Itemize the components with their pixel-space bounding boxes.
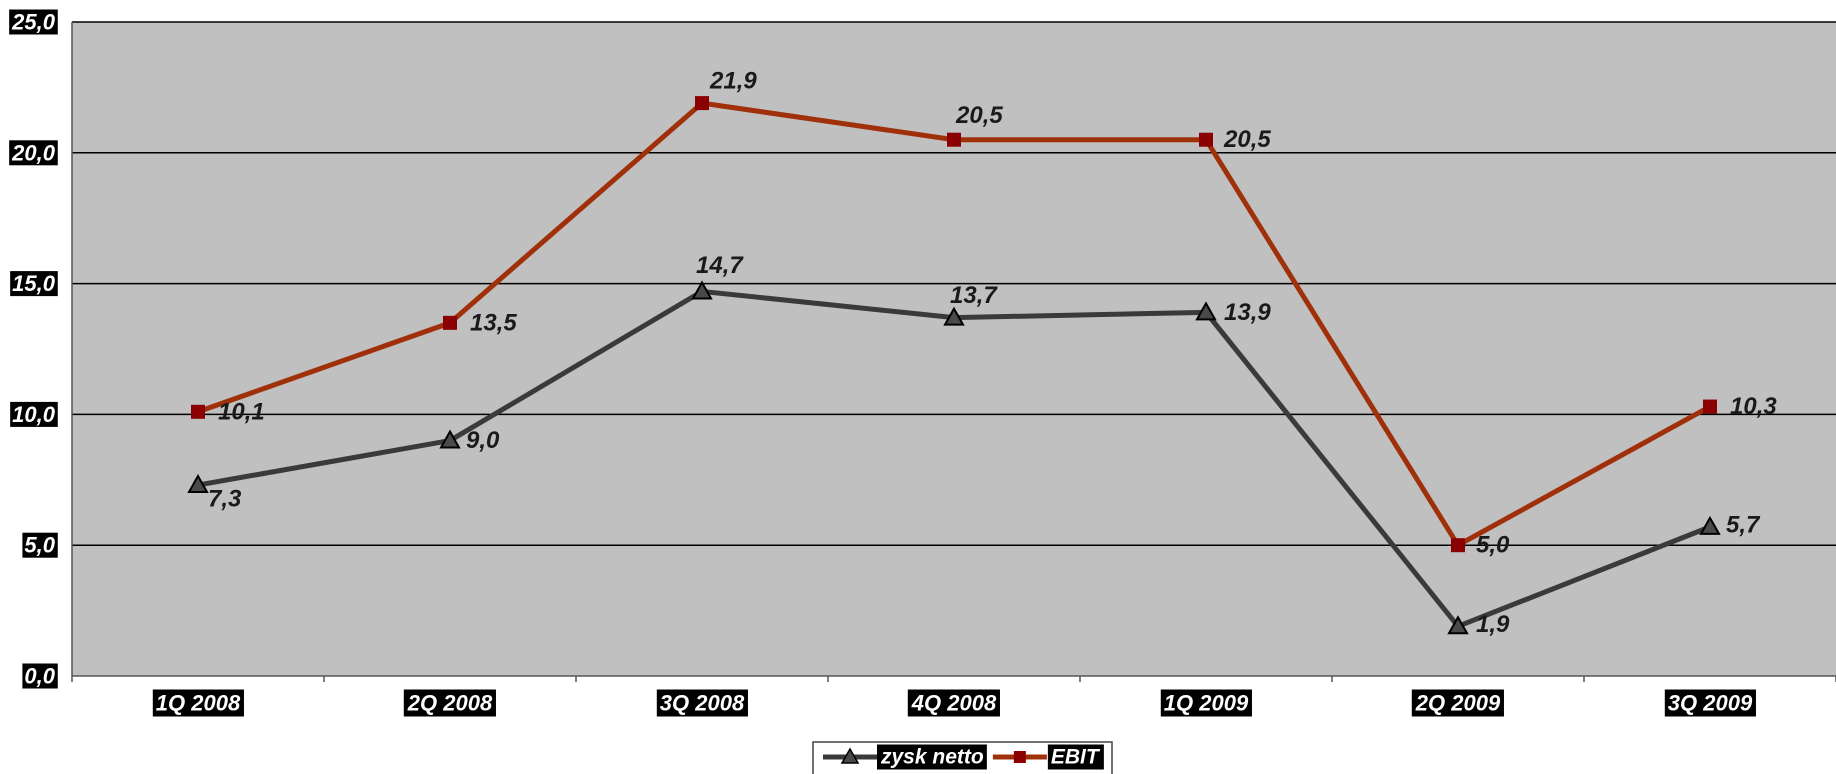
data-point [443,315,457,330]
x-tick-label-bg [656,689,748,717]
y-tick-label: 15,0 [12,271,56,296]
y-tick-label-group: 25,0 [9,9,58,35]
x-tick-label: 2Q 2008 [407,691,493,716]
y-tick-label: 25,0 [11,10,56,35]
y-tick-label-bg [9,9,58,35]
data-point [1703,399,1717,414]
data-label: 13,9 [1224,299,1271,326]
y-tick-label: 5,0 [24,533,55,558]
data-point [191,404,205,419]
x-tick-label-group: 1Q 2009 [1160,689,1252,717]
data-label: 21,9 [709,68,757,95]
legend-marker [840,747,860,764]
x-tick-label: 3Q 2009 [1668,691,1753,716]
data-point [1199,132,1213,147]
x-tick-label-group: 1Q 2008 [152,689,244,717]
data-label: 5,0 [1476,532,1510,559]
data-point [943,306,965,326]
data-point [1699,515,1721,535]
x-tick-label-bg [1160,689,1252,717]
x-tick-label-bg [1664,689,1756,717]
y-tick-label: 20,0 [11,140,56,165]
y-tick-label-bg [10,271,58,297]
data-label: 10,1 [218,398,265,425]
data-label: 10,3 [1730,393,1777,420]
data-label: 7,3 [208,486,242,513]
legend-label-group: zysk netto [877,744,987,770]
legend-label-bg [1047,744,1104,770]
y-tick-label-bg [22,663,58,689]
y-tick-label-bg [10,401,58,427]
x-tick-label: 1Q 2009 [1164,691,1249,716]
x-tick-label-group: 2Q 2009 [1411,689,1504,717]
legend-marker [1013,751,1026,763]
data-point [691,280,713,300]
data-label: 5,7 [1726,511,1761,538]
data-label: 13,7 [950,282,998,309]
x-tick-label-bg [1411,689,1504,717]
x-tick-label: 2Q 2009 [1415,691,1501,716]
data-point [1195,301,1217,321]
legend-label-group: EBIT [1047,744,1104,770]
x-tick-label-group: 4Q 2008 [907,689,1000,717]
y-tick-label-group: 5,0 [22,532,58,558]
x-tick-label: 3Q 2008 [660,691,745,716]
data-label: 9,0 [466,427,500,454]
data-label: 20,5 [955,102,1003,129]
data-labels: 7,3 9,0 14,7 13,7 13,9 1,9 5,7 10,1 13,5 21,9 20,5… [208,68,1777,638]
x-tick-label-group: 2Q 2008 [403,689,496,717]
x-tick-label-group: 3Q 2008 [656,689,748,717]
x-tick-label-bg [403,689,496,717]
y-tick-label: 0,0 [24,664,55,689]
y-tick-label-group: 15,0 [10,271,58,297]
legend-label: zysk netto [880,746,984,769]
y-tick-label-group: 20,0 [9,140,58,166]
y-tick-label-group: 10,0 [10,401,58,427]
data-label: 20,5 [1223,126,1271,153]
y-tick-label: 10,0 [12,402,56,427]
y-axis: 0,0 5,0 10,0 15,0 20,0 25,0 [9,9,73,689]
x-tick-label: 1Q 2008 [156,691,241,716]
data-point [439,429,461,449]
plot-area [72,22,1836,676]
legend: zysk netto EBIT [812,741,1113,774]
x-axis: 1Q 2008 2Q 2008 3Q 2008 4Q 2008 1Q 2009 2Q 20… [71,675,1836,717]
x-tick-label-group: 3Q 2009 [1664,689,1756,717]
data-point [1451,538,1465,553]
plot-background [72,22,1836,676]
x-tick-label: 4Q 2008 [911,691,997,716]
gridlines [72,21,1836,546]
legend-label-bg [877,744,987,770]
data-point [695,96,709,111]
data-point [187,473,209,494]
data-point [1447,615,1469,635]
data-label: 13,5 [470,309,517,336]
series-layer [187,96,1721,635]
data-label: 14,7 [696,252,744,279]
y-tick-label-bg [22,532,58,558]
x-tick-label-bg [907,689,1000,717]
x-tick-label-bg [152,689,244,717]
y-tick-label-bg [9,140,58,166]
data-point [947,132,961,147]
legend-label: EBIT [1051,746,1101,769]
y-tick-label-group: 0,0 [22,663,58,689]
data-label: 1,9 [1476,611,1510,638]
